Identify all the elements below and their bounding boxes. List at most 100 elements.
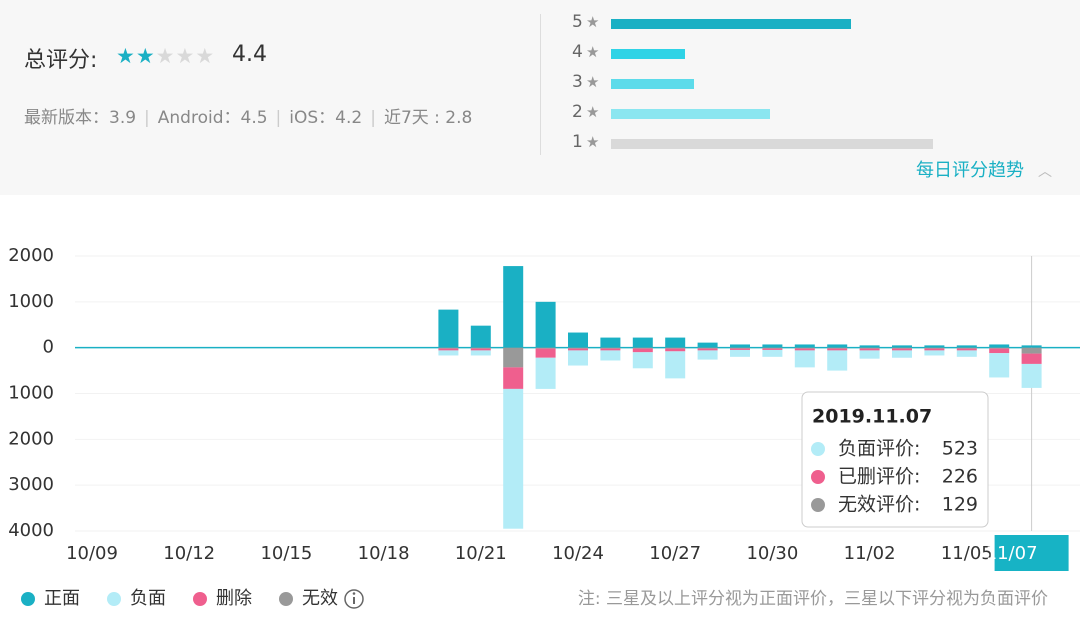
- y-tick-label: 1000: [8, 383, 54, 404]
- bar-segment: [568, 332, 588, 348]
- bar-segment: [827, 348, 848, 351]
- separator: |: [144, 108, 150, 128]
- bar-segment: [794, 348, 815, 351]
- y-tick-label: 0: [43, 337, 54, 358]
- bar-segment: [632, 348, 653, 353]
- bar-segment: [730, 348, 750, 350]
- chart: 2000 1000 0 1000 2000 3000 4000 10/09 10/12 10/15…: [8, 245, 1080, 609]
- bar-segment: [989, 347, 1010, 349]
- version-score: Android：4.5: [157, 108, 268, 128]
- tooltip-title: 2019.11.07: [812, 406, 932, 428]
- bar-segment: [892, 345, 912, 348]
- bar-segment: [535, 301, 556, 348]
- legend-label: 无效: [302, 588, 338, 609]
- bar-segment: [924, 347, 945, 349]
- bar-segment: [503, 266, 524, 348]
- bar-segment: [1021, 345, 1042, 348]
- bar-segment: [600, 347, 621, 349]
- star: ★: [195, 44, 215, 68]
- bar-segment: [600, 350, 621, 361]
- tooltip-label: 负面评价:: [838, 438, 920, 460]
- tooltip-dot: [811, 470, 825, 484]
- bar-segment: [470, 350, 491, 356]
- x-tick-label: 10/21: [455, 543, 507, 564]
- rating-bar: [611, 109, 770, 119]
- x-tick-label: 10/09: [66, 543, 118, 564]
- rating-star: ★: [586, 43, 600, 61]
- stars: ★★★★★: [116, 44, 215, 68]
- bar-segment: [924, 350, 945, 356]
- bar-segment: [697, 342, 718, 348]
- rating-bar: [611, 19, 851, 29]
- y-tick-label: 3000: [8, 474, 54, 495]
- bar-segment: [665, 348, 686, 352]
- bar-segment: [632, 347, 653, 349]
- bar-segment: [470, 325, 491, 348]
- rating-bar: [611, 79, 694, 89]
- star: ★: [135, 44, 155, 68]
- bar-segment: [892, 348, 912, 351]
- tooltip-dot: [811, 442, 825, 456]
- bar-segment: [827, 347, 848, 349]
- tooltip-dot: [811, 498, 825, 512]
- bar-segment: [438, 348, 459, 351]
- info-icon-bar: [353, 597, 355, 604]
- rating-star: ★: [586, 13, 600, 31]
- bar-segment: [762, 348, 783, 350]
- bar-segment: [956, 345, 977, 348]
- bar-segment: [568, 348, 588, 351]
- tooltip-label: 已删评价:: [838, 466, 920, 488]
- version-score: 最新版本：3.9: [24, 108, 137, 128]
- bar-segment: [697, 350, 718, 360]
- bar-segment: [1021, 353, 1042, 364]
- bar-segment: [600, 348, 621, 351]
- legend-dot: [279, 592, 293, 606]
- bar-segment: [535, 348, 556, 358]
- bar-segment: [827, 350, 848, 371]
- bar-segment: [892, 350, 912, 358]
- info-icon-dot: [352, 592, 356, 595]
- rating-star: ★: [586, 73, 600, 91]
- bar-segment: [1021, 347, 1042, 354]
- x-tick-label: 11/02: [844, 543, 896, 564]
- bar-segment: [794, 347, 815, 349]
- bar-segment: [568, 347, 588, 349]
- version-score: iOS：4.2: [289, 108, 363, 128]
- score: 4.4: [232, 42, 267, 67]
- legend-dot: [107, 592, 121, 606]
- bar-segment: [665, 337, 686, 348]
- x-tick-label: 11/07: [986, 543, 1038, 564]
- star: ★: [155, 44, 175, 68]
- bar-segment: [989, 344, 1010, 348]
- x-tick-label: 10/12: [163, 543, 215, 564]
- rating-bar: [611, 49, 685, 59]
- x-tick-label: 10/30: [746, 543, 798, 564]
- bar-segment: [665, 347, 686, 349]
- bar-segment: [892, 347, 912, 349]
- bar-segment: [470, 348, 491, 351]
- star: ★: [175, 44, 195, 68]
- caret-icon[interactable]: ︿: [1038, 164, 1052, 180]
- bar-segment: [956, 348, 977, 351]
- bar-segment: [827, 344, 848, 348]
- tooltip-box: [801, 391, 989, 528]
- trend-link[interactable]: 每日评分趋势 ︿: [916, 156, 1052, 182]
- trend-link-text[interactable]: 每日评分趋势: [916, 160, 1024, 181]
- bar-segment: [632, 352, 653, 369]
- bar-segment: [503, 388, 524, 529]
- tooltip-value: 226: [942, 466, 978, 488]
- bar-segment: [600, 337, 621, 348]
- rating-bar: [611, 139, 933, 149]
- rating-label: 5: [572, 12, 583, 32]
- bar-segment: [503, 367, 524, 389]
- separator: |: [370, 108, 376, 128]
- legend-dot: [21, 592, 35, 606]
- bar-segment: [438, 350, 459, 356]
- x-tick-label: 10/18: [358, 543, 410, 564]
- bar-segment: [730, 344, 750, 348]
- x-tick-label: 10/24: [552, 543, 604, 564]
- bar-segment: [762, 344, 783, 348]
- bar-segment: [697, 348, 718, 351]
- bar-segment: [730, 347, 750, 349]
- bar-segment: [924, 345, 945, 348]
